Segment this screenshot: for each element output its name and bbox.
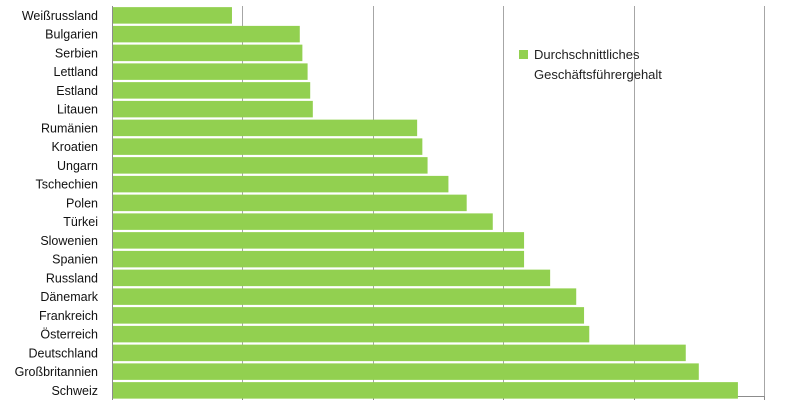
bar: [113, 269, 551, 287]
bar: [113, 232, 525, 249]
bars: [113, 7, 738, 399]
bar: [113, 138, 423, 155]
bar: [113, 157, 428, 174]
category-label: Ungarn: [57, 159, 98, 173]
bar: [113, 307, 585, 324]
legend-swatch: [519, 50, 528, 59]
category-labels: Weißrussland Bulgarien Serbien Lettland Estl…: [15, 9, 99, 398]
category-label: Deutschland: [29, 346, 99, 360]
category-label: Frankreich: [39, 309, 98, 323]
bar: [113, 382, 738, 399]
bar: [113, 175, 449, 193]
bar: [113, 363, 699, 380]
bar: [113, 288, 577, 305]
category-label: Litauen: [57, 103, 98, 117]
legend-label-line-2: Geschäftsführergehalt: [534, 67, 662, 82]
bar: [113, 250, 525, 268]
legend-label-line-1: Durchschnittliches: [534, 47, 640, 62]
category-label: Polen: [66, 196, 98, 210]
category-label: Lettland: [54, 65, 99, 79]
bar: [113, 344, 686, 362]
bar: [113, 213, 493, 230]
bar: [113, 119, 418, 137]
category-label: Bulgarien: [45, 28, 98, 42]
bar: [113, 325, 590, 343]
legend: Durchschnittliches Geschäftsführergehalt: [519, 47, 662, 82]
category-label: Rumänien: [41, 121, 98, 135]
category-label: Serbien: [55, 46, 98, 60]
category-label: Tschechien: [35, 178, 98, 192]
category-label: Österreich: [40, 328, 98, 342]
category-label: Spanien: [52, 253, 98, 267]
category-label: Russland: [46, 271, 98, 285]
category-label: Großbritannien: [15, 365, 98, 379]
category-label: Dänemark: [40, 290, 98, 304]
bar: [113, 7, 232, 24]
bar: [113, 100, 313, 118]
category-label: Estland: [56, 84, 98, 98]
bar: [113, 25, 300, 43]
category-label: Türkei: [63, 215, 98, 229]
category-label: Kroatien: [51, 140, 98, 154]
bar: [113, 194, 467, 212]
category-label: Weißrussland: [22, 9, 98, 23]
bar: [113, 63, 308, 80]
category-label: Slowenien: [40, 234, 98, 248]
bar: [113, 82, 311, 99]
category-label: Schweiz: [51, 384, 98, 398]
bar: [113, 44, 303, 62]
